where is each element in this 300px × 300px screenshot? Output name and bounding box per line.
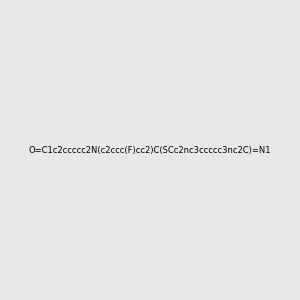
Text: O=C1c2ccccc2N(c2ccc(F)cc2)C(SCc2nc3ccccc3nc2C)=N1: O=C1c2ccccc2N(c2ccc(F)cc2)C(SCc2nc3ccccc… — [29, 146, 271, 154]
